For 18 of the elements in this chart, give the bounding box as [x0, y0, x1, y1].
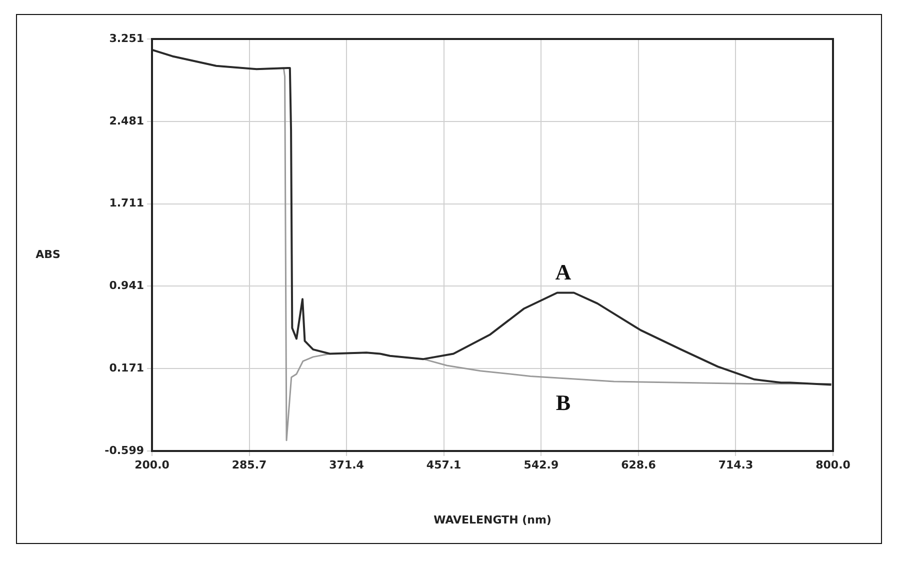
y-tick-label: 0.171 — [109, 361, 144, 374]
y-tick-label: 2.481 — [109, 114, 144, 128]
y-tick-label: 1.711 — [109, 196, 144, 210]
x-tick-label: 285.7 — [232, 458, 267, 472]
x-tick-label: 800.0 — [816, 458, 851, 472]
x-axis-title: WAVELENGTH (nm) — [434, 513, 552, 526]
x-tick-label: 200.0 — [134, 458, 170, 472]
x-tick-label: 371.4 — [329, 458, 364, 472]
x-tick-label: 628.6 — [621, 458, 656, 472]
x-tick-label: 714.3 — [718, 458, 754, 472]
y-tick-label: -0.599 — [104, 444, 144, 457]
y-axis-title: ABS — [36, 248, 60, 261]
series-label: A — [555, 259, 572, 284]
series-label: B — [556, 390, 571, 416]
x-tick-label: 542.9 — [524, 458, 559, 472]
y-tick-label: 3.251 — [109, 32, 144, 45]
y-tick-label: 0.941 — [109, 279, 144, 292]
x-tick-label: 457.1 — [426, 458, 462, 472]
